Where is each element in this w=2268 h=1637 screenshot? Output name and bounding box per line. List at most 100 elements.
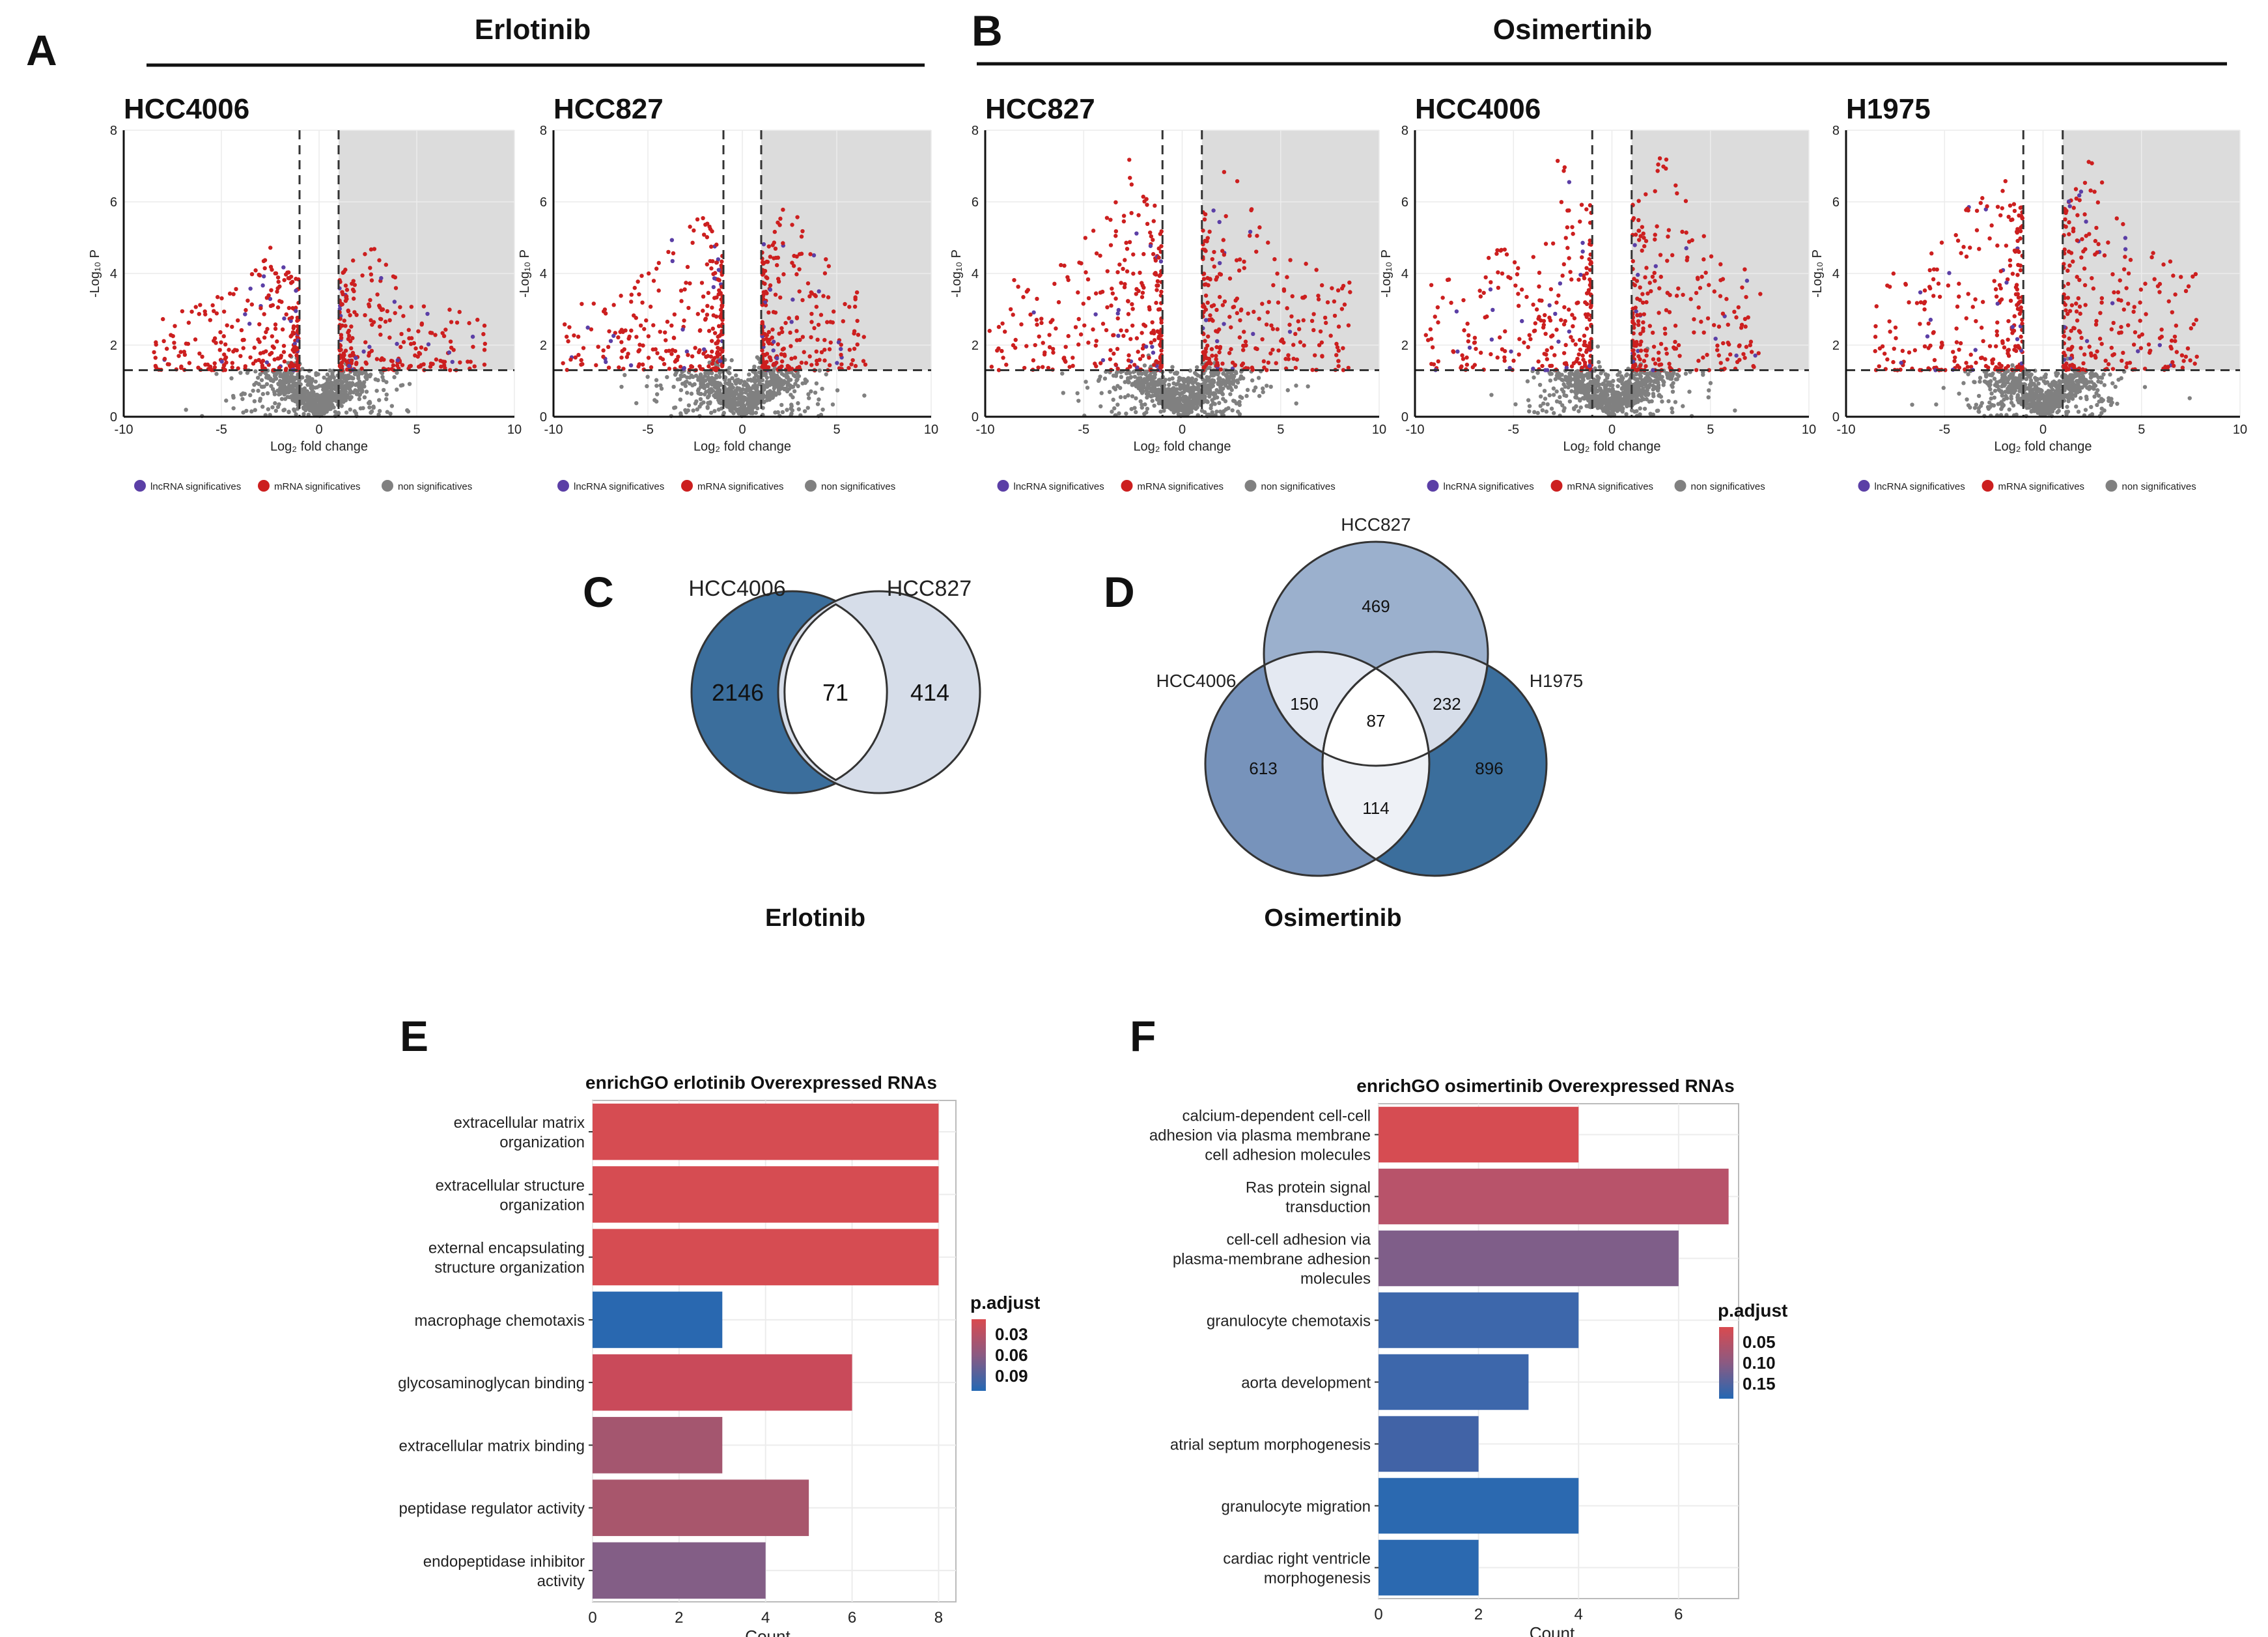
non-significant-point — [779, 380, 784, 385]
mrna-significant-point — [1123, 282, 1127, 287]
mrna-significant-point — [1254, 249, 1259, 254]
mrna-significant-point — [393, 275, 398, 280]
mrna-significant-point — [198, 303, 203, 307]
non-significant-point — [1567, 399, 1573, 404]
panel-label-b: B — [972, 7, 1003, 55]
non-significant-point — [1211, 392, 1216, 397]
mrna-significant-point — [1125, 269, 1130, 273]
mrna-significant-point — [1201, 350, 1207, 354]
non-significant-point — [1681, 404, 1685, 408]
mrna-significant-point — [847, 305, 852, 309]
non-significant-point — [1257, 393, 1262, 399]
mrna-significant-point — [1676, 343, 1681, 348]
mrna-significant-point — [1547, 315, 1552, 320]
non-significant-point — [367, 374, 372, 379]
x-tick-label: 10 — [507, 423, 522, 437]
mrna-significant-point — [417, 352, 423, 356]
non-significant-point — [303, 378, 309, 384]
mrna-significant-point — [1658, 253, 1663, 257]
non-significant-point — [1132, 381, 1137, 386]
x-tick-label: -10 — [544, 423, 563, 437]
mrna-significant-point — [223, 342, 228, 347]
legend-label: mRNA significatives — [274, 481, 361, 492]
mrna-significant-point — [1642, 312, 1646, 316]
mrna-significant-point — [797, 252, 802, 257]
mrna-significant-point — [344, 287, 350, 292]
mrna-significant-point — [682, 287, 687, 292]
mrna-significant-point — [606, 344, 611, 350]
mrna-significant-point — [475, 317, 480, 322]
mrna-significant-point — [1261, 359, 1267, 364]
mrna-significant-point — [1692, 330, 1696, 335]
mrna-significant-point — [709, 339, 714, 343]
non-significant-point — [706, 375, 711, 380]
non-significant-point — [659, 386, 664, 391]
mrna-significant-point — [295, 318, 300, 323]
lncrna-significant-point — [771, 339, 776, 344]
lncrna-significant-point — [718, 358, 722, 363]
non-significant-point — [1527, 404, 1532, 408]
mrna-significant-point — [685, 264, 690, 270]
mrna-significant-point — [1744, 344, 1749, 349]
mrna-significant-point — [1224, 214, 1228, 219]
non-significant-point — [718, 371, 722, 376]
mrna-significant-point — [1076, 342, 1081, 347]
mrna-significant-point — [1217, 272, 1222, 276]
mrna-significant-point — [1569, 364, 1575, 369]
non-significant-point — [315, 402, 320, 407]
non-significant-point — [1224, 407, 1229, 412]
non-significant-point — [1583, 389, 1588, 395]
non-significant-point — [1102, 376, 1108, 381]
non-significant-point — [1285, 388, 1290, 393]
mrna-significant-point — [1302, 343, 1306, 348]
non-significant-point — [709, 389, 714, 395]
non-significant-point — [748, 377, 753, 382]
mrna-significant-point — [566, 339, 570, 344]
mrna-significant-point — [1726, 341, 1730, 345]
non-significant-point — [1554, 373, 1560, 378]
non-significant-point — [1535, 411, 1540, 415]
non-significant-point — [792, 389, 797, 394]
mrna-significant-point — [1013, 337, 1018, 343]
mrna-significant-point — [705, 313, 710, 317]
mrna-significant-point — [408, 363, 413, 369]
mrna-significant-point — [1561, 262, 1567, 267]
mrna-significant-point — [1552, 353, 1557, 357]
non-significant-point — [1554, 399, 1560, 404]
mrna-significant-point — [1655, 224, 1659, 229]
mrna-significant-point — [1000, 321, 1005, 326]
non-significant-point — [677, 376, 682, 382]
non-significant-point — [703, 371, 708, 376]
mrna-significant-point — [1039, 316, 1044, 321]
mrna-significant-point — [472, 364, 477, 369]
mrna-significant-point — [1067, 365, 1072, 369]
mrna-significant-point — [1496, 270, 1500, 275]
non-significant-point — [1701, 372, 1705, 377]
mrna-significant-point — [1290, 294, 1295, 299]
mrna-significant-point — [720, 349, 725, 354]
mrna-significant-point — [770, 327, 775, 332]
mrna-significant-point — [697, 364, 702, 369]
non-significant-point — [1670, 384, 1675, 389]
non-significant-point — [1145, 406, 1150, 411]
mrna-significant-point — [275, 275, 281, 280]
lncrna-significant-point — [1093, 312, 1098, 316]
non-significant-point — [809, 389, 813, 394]
mrna-significant-point — [1483, 315, 1487, 320]
x-tick-label: 10 — [924, 423, 938, 437]
mrna-significant-point — [1285, 306, 1289, 311]
mrna-significant-point — [989, 365, 994, 369]
mrna-significant-point — [594, 363, 598, 368]
mrna-significant-point — [187, 361, 192, 365]
mrna-significant-point — [172, 345, 177, 350]
non-significant-point — [1155, 397, 1160, 402]
y-tick-label: 2 — [972, 339, 979, 353]
mrna-significant-point — [341, 351, 346, 356]
y-tick-label: 6 — [972, 195, 979, 210]
mrna-significant-point — [449, 345, 454, 350]
mrna-significant-point — [684, 281, 688, 285]
mrna-significant-point — [1269, 323, 1274, 328]
lncrna-significant-point — [361, 349, 366, 354]
mrna-significant-point — [671, 335, 677, 341]
